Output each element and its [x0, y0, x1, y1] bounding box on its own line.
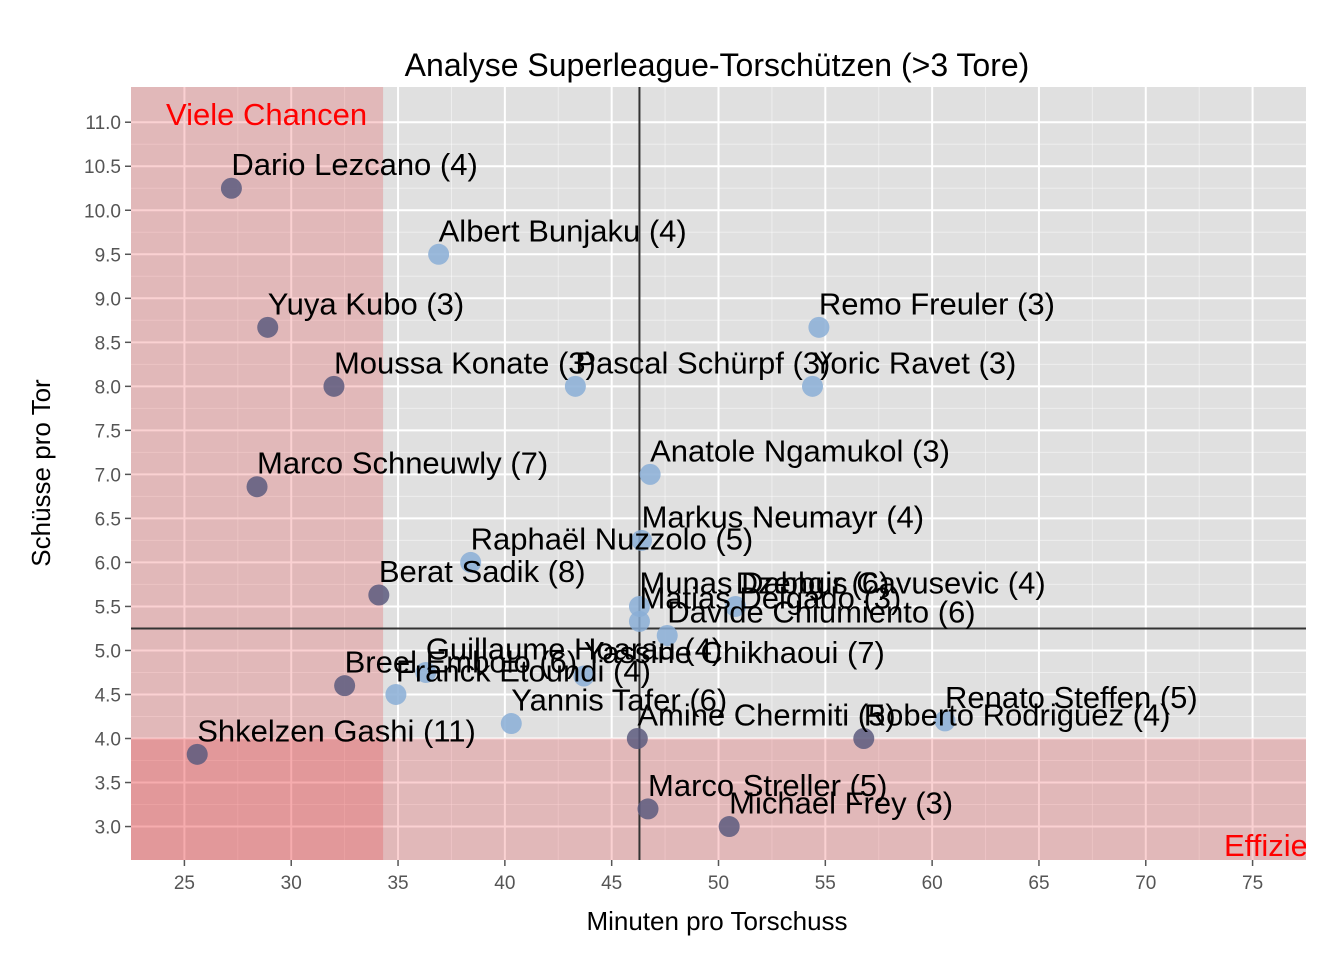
- x-axis: 25 30 35 40 45 50 55 60 65 70 75: [174, 860, 1263, 894]
- x-tick-label: 70: [1135, 873, 1156, 894]
- point-munas-dabbur-6: [628, 595, 650, 617]
- x-tick-label: 55: [815, 873, 836, 894]
- point-label-matias-delgado-3: Matias Delgado (3): [639, 580, 901, 615]
- point-roberto-rodriguez-4: [853, 728, 875, 750]
- point-label-markus-neumayr-4: Markus Neumayr (4): [642, 499, 925, 534]
- x-tick-label: 60: [922, 873, 943, 894]
- point-renato-steffen-5: [934, 710, 956, 732]
- y-axis-title: Schüsse pro Tor: [26, 379, 56, 567]
- point-albert-bunjaku-4: [428, 243, 450, 265]
- x-tick-label: 30: [281, 873, 302, 894]
- x-tick-label: 40: [494, 873, 515, 894]
- y-tick-label: 5.0: [95, 641, 121, 662]
- y-tick-label: 7.5: [95, 421, 121, 442]
- point-breel-embolo-6: [334, 675, 356, 697]
- point-shkelzen-gashi-11: [186, 743, 208, 765]
- zone-effizient: [131, 738, 1306, 860]
- point-label-marco-streller-5: Marco Streller (5): [648, 768, 887, 803]
- point-label-marco-schneuwly-7: Marco Schneuwly (7): [257, 446, 548, 481]
- point-label-shkelzen-gashi-11: Shkelzen Gashi (11): [197, 713, 476, 748]
- chart-title: Analyse Superleague-Torschützen (>3 Tore…: [405, 47, 1030, 83]
- x-tick-label: 65: [1028, 873, 1049, 894]
- y-tick-label: 10.0: [84, 201, 121, 222]
- point-label-pascal-sch-rpf-3: Pascal Schürpf (3): [575, 345, 830, 380]
- point-label-berat-sadik-8: Berat Sadik (8): [379, 554, 586, 589]
- point-michael-frey-3: [718, 816, 740, 838]
- point-label-dzengis-cavusevic-4: Dzengis Cavusevic (4): [736, 565, 1046, 600]
- point-yoric-ravet-3: [802, 375, 823, 397]
- x-tick-label: 50: [708, 873, 729, 894]
- zone-labels: Viele Chancen Effizient: [166, 97, 1334, 863]
- zone-viele-chancen: [131, 87, 384, 860]
- y-tick-label: 6.5: [95, 509, 121, 530]
- zone-label-effizient: Effizient: [1224, 828, 1334, 863]
- point-franck-etoundi-4: [385, 683, 407, 705]
- x-tick-label: 35: [387, 873, 408, 894]
- point-label-roberto-rodriguez-4: Roberto Rodriguez (4): [864, 698, 1171, 733]
- y-tick-label: 9.5: [95, 245, 121, 266]
- point-label-guillaume-hoarau-4: Guillaume Hoarau (4): [426, 631, 722, 666]
- point-matias-delgado-3: [628, 610, 650, 632]
- zone-label-viele-chancen: Viele Chancen: [166, 97, 367, 132]
- point-label-yuya-kubo-3: Yuya Kubo (3): [268, 286, 464, 321]
- x-tick-label: 45: [601, 873, 622, 894]
- point-label-moussa-konate-3: Moussa Konate (3): [334, 345, 596, 380]
- point-anatole-ngamukol-3: [639, 463, 661, 485]
- point-markus-neumayr-4: [631, 529, 653, 551]
- y-tick-label: 3.5: [95, 774, 121, 795]
- y-tick-label: 9.0: [95, 289, 121, 310]
- x-tick-label: 25: [174, 873, 195, 894]
- point-berat-sadik-8: [368, 584, 390, 606]
- point-yuya-kubo-3: [257, 316, 279, 338]
- major-gridlines: [131, 87, 1306, 860]
- y-tick-label: 4.5: [95, 685, 121, 706]
- y-tick-label: 8.0: [95, 377, 121, 398]
- x-axis-title: Minuten pro Torschuss: [586, 906, 847, 936]
- point-label-yannis-tafer-6: Yannis Tafer (6): [511, 683, 727, 718]
- y-tick-label: 6.0: [95, 553, 121, 574]
- point-dario-lezcano-4: [220, 177, 242, 199]
- y-tick-label: 7.0: [95, 465, 121, 486]
- y-tick-label: 10.5: [84, 157, 121, 178]
- point-pascal-sch-rpf-3: [564, 375, 586, 397]
- point-marco-schneuwly-7: [246, 476, 268, 498]
- point-yannis-tafer-6: [500, 713, 522, 735]
- point-label-munas-dabbur-6: Munas Dabbur (6): [639, 565, 889, 600]
- point-label-yoric-ravet-3: Yoric Ravet (3): [813, 345, 1017, 380]
- y-tick-label: 8.5: [95, 333, 121, 354]
- point-label-breel-embolo-6: Breel Embolo (6): [345, 645, 578, 680]
- data-points: [186, 177, 956, 838]
- point-marco-streller-5: [637, 798, 659, 820]
- point-dzengis-cavusevic-4: [725, 595, 747, 617]
- point-label-davide-chiumiento-6: Davide Chiumiento (6): [667, 594, 975, 629]
- x-tick-label: 75: [1242, 873, 1263, 894]
- point-yassine-chikhaoui-7: [573, 665, 595, 687]
- y-axis: 3.0 3.5 4.0 4.5 5.0 5.5 6.0 6.5 7.0 7.5 8.0 8.5 9.0 9…: [84, 113, 131, 839]
- data-point-labels: Dario Lezcano (4) Albert Bunjaku (4) Yuya …: [197, 147, 1197, 820]
- point-amine-chermiti-5: [626, 728, 648, 750]
- point-label-yassine-chikhaoui-7: Yassine Chikhaoui (7): [584, 635, 885, 670]
- point-label-rapha-l-nuzzolo-5: Raphaël Nuzzolo (5): [471, 521, 754, 556]
- highlight-zones: [131, 87, 1306, 860]
- point-label-amine-chermiti-5: Amine Chermiti (5): [637, 698, 895, 733]
- plot-panel: Dario Lezcano (4) Albert Bunjaku (4) Yuya …: [131, 87, 1334, 863]
- y-tick-label: 3.0: [95, 818, 121, 839]
- y-tick-label: 4.0: [95, 730, 121, 751]
- point-remo-freuler-3: [808, 316, 830, 338]
- point-label-renato-steffen-5: Renato Steffen (5): [945, 680, 1198, 715]
- y-tick-label: 11.0: [85, 113, 121, 134]
- point-label-michael-frey-3: Michael Frey (3): [729, 786, 953, 821]
- point-davide-chiumiento-6: [656, 624, 678, 646]
- point-label-dario-lezcano-4: Dario Lezcano (4): [231, 147, 477, 182]
- y-tick-label: 5.5: [95, 597, 121, 618]
- point-rapha-l-nuzzolo-5: [460, 551, 482, 573]
- point-label-franck-etoundi-4: Franck Etoundi (4): [396, 653, 651, 688]
- point-label-anatole-ngamukol-3: Anatole Ngamukol (3): [650, 433, 950, 468]
- point-moussa-konate-3: [323, 375, 345, 397]
- point-label-albert-bunjaku-4: Albert Bunjaku (4): [439, 213, 687, 248]
- point-label-remo-freuler-3: Remo Freuler (3): [819, 286, 1055, 321]
- point-guillaume-hoarau-4: [415, 661, 437, 683]
